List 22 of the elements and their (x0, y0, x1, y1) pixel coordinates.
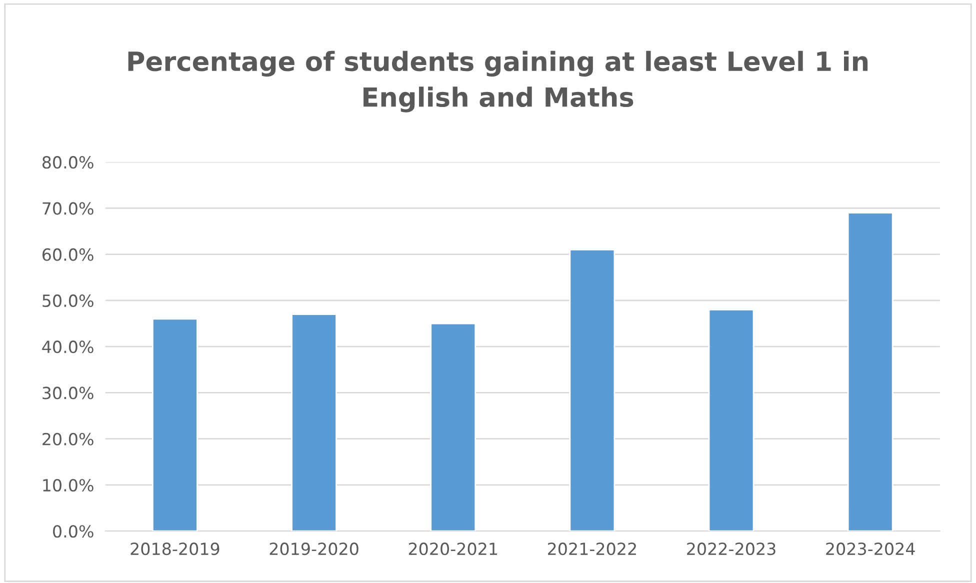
x-tick-label: 2022-2023 (687, 542, 776, 556)
y-tick-label: 0.0% (53, 525, 94, 538)
bar (291, 314, 337, 532)
bar (569, 249, 616, 532)
y-tick-label: 40.0% (42, 340, 94, 354)
bar (430, 322, 476, 532)
chart-title: Percentage of students gaining at least Level 1 in English and Maths (128, 50, 868, 112)
y-tick-label: 50.0% (42, 294, 94, 308)
bar (152, 318, 198, 532)
y-tick-label: 30.0% (42, 386, 94, 400)
x-tick-label: 2020-2021 (408, 542, 497, 556)
bar (708, 308, 754, 532)
x-tick-label: 2023-2024 (826, 542, 915, 556)
x-tick-label: 2021-2022 (548, 542, 636, 556)
y-tick-label: 10.0% (43, 478, 94, 492)
y-tick-label: 70.0% (42, 202, 94, 215)
y-tick-label: 60.0% (42, 248, 94, 261)
y-tick-label: 20.0% (42, 432, 94, 446)
x-tick-label: 2019-2020 (270, 542, 358, 556)
y-tick-label: 80.0% (42, 156, 94, 169)
bar (847, 212, 894, 532)
x-tick-label: 2018-2019 (130, 542, 220, 556)
